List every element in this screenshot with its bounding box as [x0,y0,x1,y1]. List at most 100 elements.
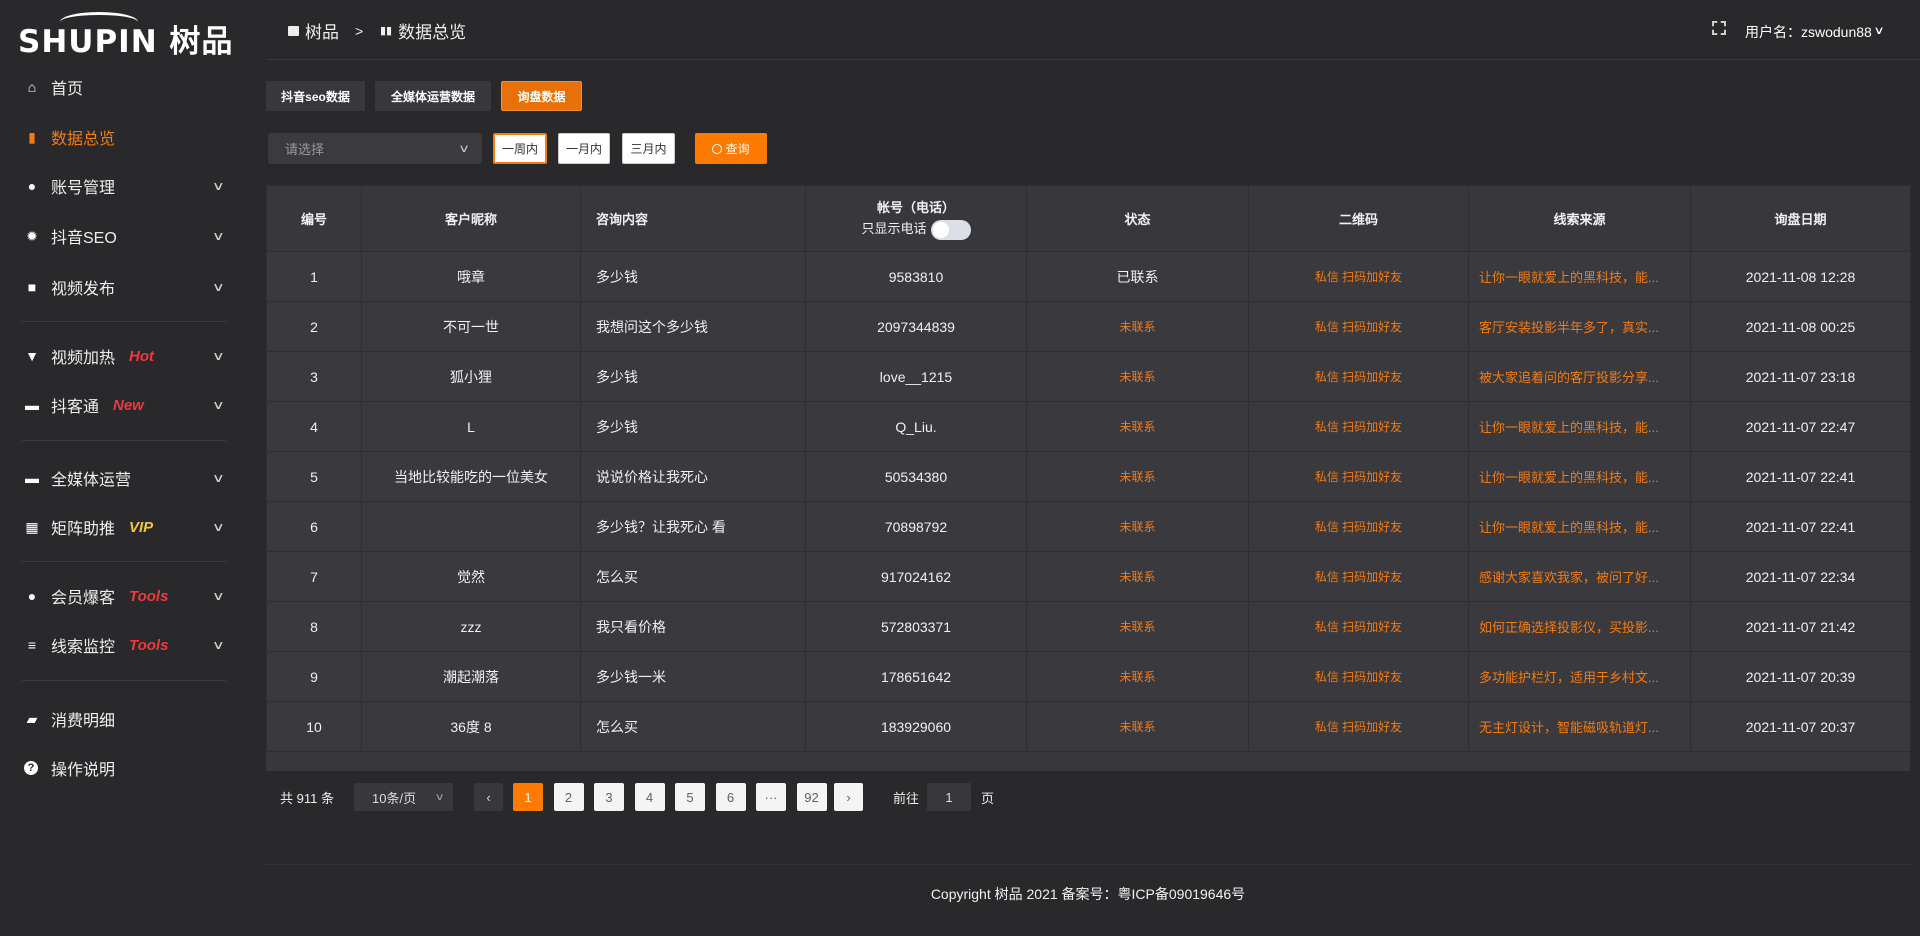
cell-id: 7 [266,551,362,602]
cell-source[interactable]: 让你一眼就爱上的黑科技，能... [1468,501,1691,552]
next-page-button[interactable]: › [834,783,863,811]
tab-inquiry[interactable]: 询盘数据 [501,81,582,111]
page-button[interactable]: 1 [513,783,543,811]
sidebar-item-label: 账号管理 [51,180,116,197]
tab-douyin-seo[interactable]: 抖音seo数据 [266,81,365,111]
range-three-months[interactable]: 三月内 [622,133,675,164]
range-month[interactable]: 一月内 [558,133,610,164]
page-button[interactable]: 92 [796,783,827,811]
table-row: 4 L 多少钱 Q_Liu. 未联系 私信 扫码加好友 让你一眼就爱上的黑科技，能... 20… [266,401,1911,452]
copyright: Copyright 树品 2021 备案号：粤ICP备09019646号 [930,886,1246,902]
cell-qr[interactable]: 私信 扫码加好友 [1248,701,1469,752]
table-row: 2 不可一世 我想问这个多少钱 2097344839 未联系 私信 扫码加好友 客厅安装投影… [266,301,1911,352]
cell-qr[interactable]: 私信 扫码加好友 [1248,351,1469,402]
sidebar-item-label: 操作说明 [51,762,116,779]
cell-qr[interactable]: 私信 扫码加好友 [1248,251,1469,302]
sidebar-item-3[interactable]: ✹ 抖音SEO ∨ [0,214,251,258]
cell-qr[interactable]: 私信 扫码加好友 [1248,601,1469,652]
chevron-down-icon: ∨ [211,179,225,193]
cell-nickname: 不可一世 [361,301,581,352]
page-button[interactable]: 2 [553,783,584,811]
cell-id: 8 [266,601,362,652]
sidebar-badge: VIP [129,518,154,536]
cell-qr[interactable]: 私信 扫码加好友 [1248,401,1469,452]
chevron-down-icon: ∨ [457,143,471,155]
sidebar-item-4[interactable]: ■ 视频发布 ∨ [0,265,251,309]
page-button[interactable]: 4 [634,783,665,811]
prev-page-button[interactable]: ‹ [474,783,503,811]
page-suffix: 页 [981,790,995,806]
bar-chart-icon: ▮▮ [380,25,393,37]
sidebar-item-12[interactable]: ? 操作说明 [0,746,251,790]
chevron-down-icon: ∨ [211,638,225,652]
tab-all-media[interactable]: 全媒体运营数据 [375,81,491,111]
sidebar-item-2[interactable]: ● 账号管理 ∨ [0,164,251,208]
cell-source[interactable]: 让你一眼就爱上的黑科技，能... [1468,451,1691,502]
page-button[interactable]: 6 [715,783,746,811]
sidebar-item-8[interactable]: ▦ 矩阵助推 VIP ∨ [0,505,251,549]
cell-id: 3 [266,351,362,402]
page-size-select[interactable]: 10条/页 ∨ [354,783,453,811]
logo-text: SHUPIN 树品 [18,24,234,60]
cell-qr[interactable]: 私信 扫码加好友 [1248,501,1469,552]
cell-nickname: 哦章 [361,251,581,302]
sidebar-item-10[interactable]: ≡ 线索监控 Tools ∨ [0,623,251,667]
cell-qr[interactable]: 私信 扫码加好友 [1248,301,1469,352]
cell-account: 178651642 [805,651,1027,702]
sidebar-item-9[interactable]: ● 会员爆客 Tools ∨ [0,574,251,618]
sidebar-item-label: 矩阵助推 [51,521,116,538]
cell-qr[interactable]: 私信 扫码加好友 [1248,551,1469,602]
cell-nickname: 狐小狸 [361,351,581,402]
cell-source[interactable]: 被大家追着问的客厅投影分享... [1468,351,1691,402]
cell-id: 4 [266,401,362,452]
sidebar-divider [22,680,226,681]
query-button[interactable]: 查询 [695,133,767,164]
user-menu[interactable]: 用户名：zswodun88 ∨ [1745,22,1885,42]
col-header-qr: 二维码 [1248,185,1469,252]
sidebar-item-label: 数据总览 [51,131,116,148]
more-pages-button[interactable]: ··· [756,783,786,811]
sidebar-item-6[interactable]: ▬ 抖客通 New ∨ [0,383,251,427]
cell-source[interactable]: 无主灯设计，智能磁吸轨道灯... [1468,701,1691,752]
cell-source[interactable]: 感谢大家喜欢我家，被问了好... [1468,551,1691,602]
sidebar-item-0[interactable]: ⌂ 首页 [0,65,251,109]
logo[interactable]: SHUPIN 树品 [18,12,232,60]
sidebar-item-5[interactable]: ▼ 视频加热 Hot ∨ [0,334,251,378]
fullscreen-icon[interactable] [1712,21,1726,35]
cell-source[interactable]: 多功能护栏灯，适用于乡村文... [1468,651,1691,702]
goto-page-input[interactable]: 1 [927,783,971,811]
phone-toggle-label: 只显示电话 [861,221,927,237]
source-select[interactable]: 请选择 ∨ [268,133,482,164]
cell-source[interactable]: 让你一眼就爱上的黑科技，能... [1468,401,1691,452]
page-button[interactable]: 3 [594,783,624,811]
breadcrumb-home[interactable]: 树品 > [288,18,363,43]
chevron-down-icon: ∨ [434,791,445,803]
cell-date: 2021-11-07 20:39 [1690,651,1911,702]
sidebar-item-7[interactable]: ▬ 全媒体运营 ∨ [0,456,251,500]
cell-qr[interactable]: 私信 扫码加好友 [1248,651,1469,702]
cell-date: 2021-11-07 22:41 [1690,451,1911,502]
cell-qr[interactable]: 私信 扫码加好友 [1248,451,1469,502]
sidebar-item-1[interactable]: ▮ 数据总览 [0,115,251,159]
home-icon: ⌂ [27,79,37,95]
cell-account: 2097344839 [805,301,1027,352]
cell-source[interactable]: 如何正确选择投影仪，买投影... [1468,601,1691,652]
cell-content: 多少钱一米 [580,651,806,702]
cell-nickname: L [361,401,581,452]
sidebar-badge: Tools [129,587,169,605]
cell-source[interactable]: 让你一眼就爱上的黑科技，能... [1468,251,1691,302]
sidebar-item-11[interactable]: ▰ 消费明细 [0,697,251,741]
cell-id: 5 [266,451,362,502]
cell-account: 9583810 [805,251,1027,302]
cell-nickname: 潮起潮落 [361,651,581,702]
range-week[interactable]: 一周内 [493,133,547,164]
chevron-down-icon: ∨ [1873,25,1885,37]
breadcrumb-separator: > [355,22,364,39]
cell-content: 我想问这个多少钱 [580,301,806,352]
cell-nickname: zzz [361,601,581,652]
cell-status: 未联系 [1026,701,1249,752]
phone-only-toggle[interactable] [930,219,971,240]
chevron-down-icon: ∨ [211,589,225,603]
cell-source[interactable]: 客厅安装投影半年多了，真实... [1468,301,1691,352]
page-button[interactable]: 5 [675,783,705,811]
